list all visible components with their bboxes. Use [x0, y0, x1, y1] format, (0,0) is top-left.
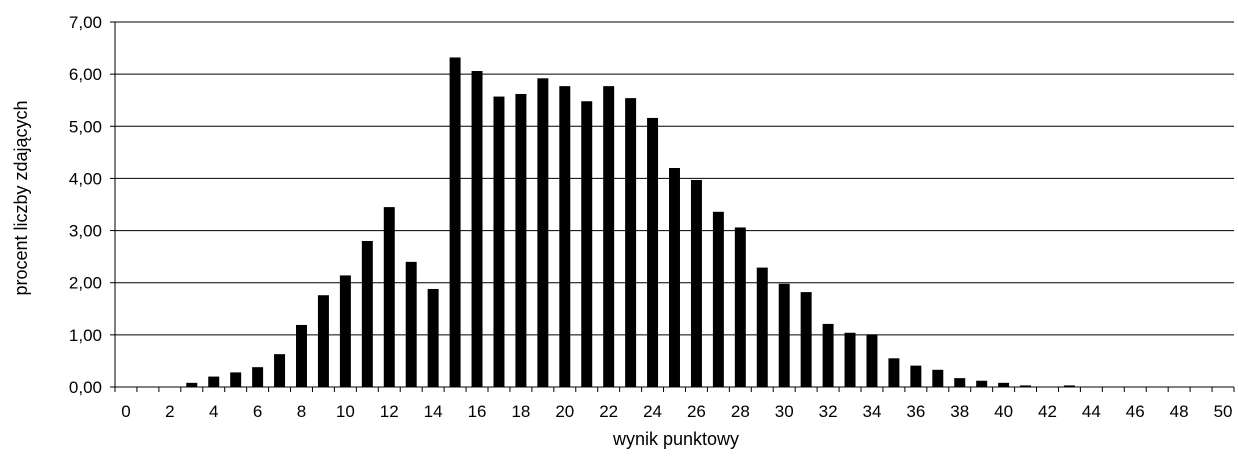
x-tick-label: 50 — [1214, 402, 1233, 421]
x-tick-label: 10 — [336, 402, 355, 421]
bar — [844, 332, 856, 387]
y-tick-label: 7,00 — [69, 13, 102, 32]
x-tick-label: 36 — [906, 402, 925, 421]
x-tick-label: 34 — [863, 402, 882, 421]
x-tick-label: 22 — [599, 402, 618, 421]
bar — [888, 358, 900, 387]
x-tick-label: 46 — [1126, 402, 1145, 421]
x-tick-label: 2 — [165, 402, 174, 421]
x-tick-label: 28 — [731, 402, 750, 421]
bar — [559, 86, 571, 387]
bar — [954, 378, 966, 387]
bar — [756, 267, 768, 387]
bar — [932, 369, 944, 387]
bar — [910, 365, 922, 387]
x-tick-label: 16 — [468, 402, 487, 421]
bar — [998, 382, 1010, 387]
bar — [493, 96, 505, 388]
bar — [383, 207, 395, 387]
bar — [317, 295, 329, 387]
bar — [800, 292, 812, 387]
bar — [471, 71, 483, 387]
x-tick-label: 42 — [1038, 402, 1057, 421]
bar — [778, 283, 790, 387]
x-tick-label: 18 — [511, 402, 530, 421]
y-tick-label: 0,00 — [69, 378, 102, 397]
bar — [581, 101, 593, 387]
x-tick-label: 30 — [775, 402, 794, 421]
axes — [114, 22, 1234, 388]
bar — [296, 324, 307, 387]
x-tick-label: 20 — [555, 402, 574, 421]
x-tick-label: 12 — [380, 402, 399, 421]
bar — [361, 241, 373, 387]
bar — [625, 98, 637, 387]
bar — [537, 78, 549, 388]
bar — [186, 382, 198, 387]
x-tick-label: 44 — [1082, 402, 1101, 421]
x-tick-label: 48 — [1170, 402, 1189, 421]
x-tick-label: 40 — [994, 402, 1013, 421]
bar — [208, 376, 220, 387]
bar — [230, 372, 242, 387]
x-tick-label: 6 — [253, 402, 262, 421]
bar — [976, 380, 988, 387]
bar — [603, 86, 615, 387]
bar — [712, 211, 724, 387]
bar — [405, 261, 417, 387]
x-tick-label: 14 — [424, 402, 443, 421]
bar — [449, 57, 461, 387]
bar — [734, 227, 746, 387]
x-tick-label: 26 — [687, 402, 706, 421]
bar — [866, 334, 878, 387]
x-tick-label: 0 — [121, 402, 130, 421]
y-tick-label: 1,00 — [69, 326, 102, 345]
bar — [647, 117, 659, 387]
x-tick-label: 4 — [209, 402, 218, 421]
bar-series — [186, 57, 1075, 388]
y-tick-label: 2,00 — [69, 274, 102, 293]
x-tick-label: 38 — [950, 402, 969, 421]
y-axis-title: procent liczby zdających — [11, 100, 31, 295]
y-axis-ticks: 0,00 1,00 2,00 3,00 4,00 5,00 6,00 7,00 — [69, 13, 115, 397]
bar — [515, 93, 527, 387]
x-tick-label: 24 — [643, 402, 662, 421]
bar — [1020, 385, 1032, 387]
x-axis-title: wynik punktowy — [612, 429, 739, 449]
bar — [690, 179, 702, 387]
bar — [339, 275, 351, 387]
x-tick-label: 8 — [297, 402, 306, 421]
bar — [1063, 385, 1075, 387]
bar — [427, 288, 439, 387]
bar — [252, 367, 264, 387]
x-tick-label: 32 — [819, 402, 838, 421]
y-tick-label: 6,00 — [69, 65, 102, 84]
y-tick-label: 3,00 — [69, 222, 102, 241]
x-axis-ticks: 0 2 4 6 8 10 12 14 16 18 20 22 24 26 28 30 32 34 36 38 40 42 4… — [114, 387, 1235, 421]
bar — [274, 354, 286, 387]
y-tick-label: 4,00 — [69, 169, 102, 188]
bar — [822, 323, 834, 387]
bar — [669, 168, 680, 387]
y-tick-label: 5,00 — [69, 117, 102, 136]
